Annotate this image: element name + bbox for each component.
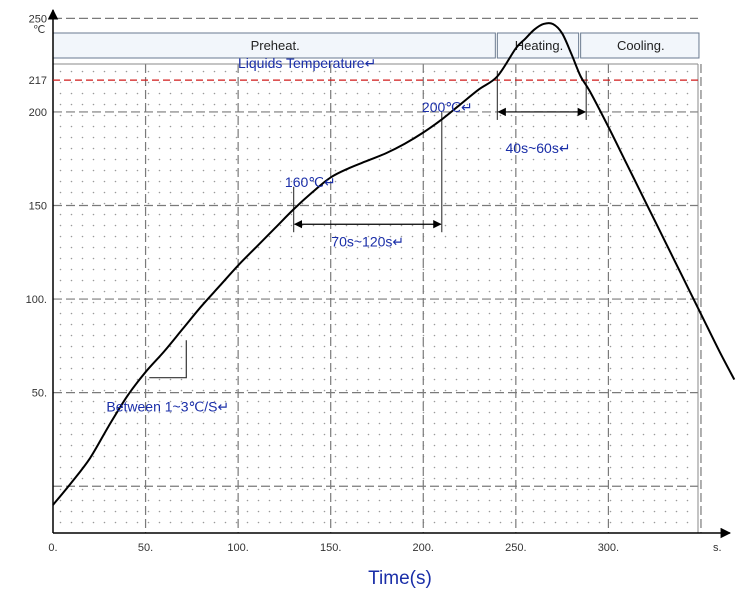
x-tick-label: 250. (505, 542, 526, 554)
slope-step-marker (149, 340, 187, 379)
x-unit-label: s. (713, 542, 722, 554)
x-tick-label: 150. (320, 542, 341, 554)
annotation-label: 200℃↵ (422, 99, 473, 115)
phase-box (580, 32, 700, 59)
x-tick-label: 100. (227, 542, 248, 554)
x-tick-label: 200. (413, 542, 434, 554)
liquidus-label: Liquids Temperature↵ (238, 55, 376, 71)
x-axis-title: Time(s) (368, 568, 432, 589)
phase-bar: Preheat. Heating. Cooling. (52, 32, 700, 59)
y-tick-label: 150 (29, 201, 47, 213)
gridlines (53, 17, 702, 533)
phase-box (52, 32, 496, 59)
y-tick-label: 200 (29, 107, 47, 119)
x-tick-label: 0. (48, 542, 57, 554)
y-tick-label: 100. (26, 294, 47, 306)
y-tick-label: 250 (29, 13, 47, 25)
x-tick-label: 50. (138, 542, 153, 554)
phase-label: Heating. (515, 38, 563, 53)
y-tick-label: 217 (29, 75, 47, 87)
annotation-label: 40s~60s↵ (506, 140, 571, 156)
y-unit-label: ℃ (33, 24, 45, 36)
temperature-series (52, 22, 736, 506)
reference-lines: Liquids Temperature↵ (53, 55, 698, 81)
y-tick-label: 50. (32, 388, 47, 400)
x-tick-label: 300. (598, 542, 619, 554)
annotation-label: 70s~120s↵ (331, 234, 404, 250)
axes: ℃ s. Time(s) 0. 50. 100. 150. 200. 250. 300. 50. 10… (26, 8, 732, 589)
annotations: 160℃↵ 200℃↵ Between 1~3℃/S↵ 70s~120s↵ 40s~60… (106, 99, 570, 414)
phase-label: Preheat. (251, 38, 300, 53)
slope-and-bracket-markers (149, 70, 587, 379)
annotation-label: 160℃↵ (285, 174, 336, 190)
phase-label: Cooling. (617, 38, 665, 53)
annotation-label: Between 1~3℃/S↵ (106, 398, 229, 414)
temperature-curve (52, 22, 736, 506)
